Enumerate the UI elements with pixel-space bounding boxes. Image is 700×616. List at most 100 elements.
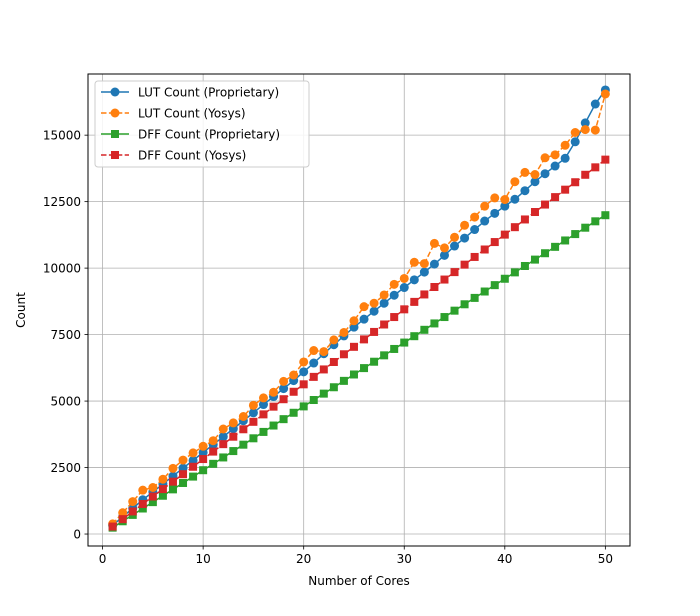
- data-point: [480, 287, 489, 296]
- data-point: [228, 418, 238, 428]
- data-point: [419, 259, 429, 269]
- data-point: [601, 155, 610, 164]
- data-point: [590, 125, 600, 135]
- y-tick-label: 0: [73, 528, 81, 542]
- data-point: [370, 327, 379, 336]
- data-point: [168, 477, 177, 486]
- data-point: [520, 261, 529, 270]
- y-tick-label: 12500: [43, 195, 81, 209]
- data-point: [409, 257, 419, 267]
- data-point: [560, 140, 570, 150]
- data-point: [470, 252, 479, 261]
- data-point: [309, 358, 319, 368]
- legend-label: DFF Count (Yosys): [138, 149, 246, 163]
- data-point: [128, 497, 138, 507]
- data-point: [570, 128, 580, 138]
- x-tick-label: 0: [99, 552, 107, 566]
- data-point: [189, 462, 198, 471]
- data-point: [309, 396, 318, 405]
- data-point: [581, 223, 590, 232]
- data-point: [550, 161, 560, 171]
- data-point: [178, 455, 188, 465]
- data-point: [500, 230, 509, 239]
- data-point: [551, 242, 560, 251]
- data-point: [148, 492, 157, 501]
- data-point: [390, 313, 399, 322]
- y-tick-label: 10000: [43, 262, 81, 276]
- data-point: [450, 268, 459, 277]
- data-point: [530, 208, 539, 217]
- data-point: [238, 411, 248, 421]
- y-axis-label: Count: [14, 292, 28, 328]
- legend-label: LUT Count (Yosys): [138, 107, 246, 121]
- series-3: [108, 211, 610, 532]
- x-axis-label: Number of Cores: [308, 574, 409, 588]
- data-point: [460, 233, 470, 243]
- data-point: [218, 432, 228, 442]
- data-point: [510, 177, 520, 187]
- x-tick-label: 50: [598, 552, 613, 566]
- data-point: [229, 447, 238, 456]
- data-point: [349, 342, 358, 351]
- series-4: [108, 155, 610, 531]
- data-point: [299, 357, 309, 367]
- data-point: [419, 267, 429, 277]
- data-point: [470, 293, 479, 302]
- data-point: [460, 260, 469, 269]
- series-2: [108, 89, 610, 529]
- series-layer: [108, 85, 610, 532]
- legend-entry: LUT Count (Proprietary): [101, 86, 279, 100]
- data-point: [339, 327, 349, 337]
- data-point: [440, 275, 449, 284]
- data-point: [400, 305, 409, 314]
- data-point: [258, 393, 268, 403]
- data-point: [299, 367, 309, 377]
- legend-entry: DFF Count (Yosys): [101, 149, 246, 163]
- legend-label: DFF Count (Proprietary): [138, 128, 280, 142]
- data-point: [600, 89, 610, 99]
- data-point: [269, 387, 279, 397]
- data-point: [148, 482, 158, 492]
- data-point: [369, 298, 379, 308]
- data-point: [269, 402, 278, 411]
- data-point: [138, 499, 147, 508]
- data-point: [550, 150, 560, 160]
- data-point: [138, 504, 147, 513]
- data-point: [289, 370, 299, 380]
- data-point: [520, 167, 530, 177]
- data-point: [460, 300, 469, 309]
- plot-frame: [87, 73, 631, 547]
- data-point: [219, 453, 228, 462]
- data-point: [591, 217, 600, 226]
- data-point: [490, 238, 499, 247]
- data-point: [329, 335, 339, 345]
- data-point: [349, 316, 359, 326]
- data-point: [208, 436, 218, 446]
- data-point: [420, 325, 429, 334]
- legend-box: [94, 80, 310, 168]
- data-point: [299, 402, 308, 411]
- data-point: [490, 208, 500, 218]
- data-point: [299, 380, 308, 389]
- data-point: [390, 344, 399, 353]
- data-point: [158, 491, 167, 500]
- data-point: [158, 474, 168, 484]
- data-point: [148, 498, 157, 507]
- data-point: [269, 421, 278, 430]
- data-point: [490, 193, 500, 203]
- data-point: [541, 200, 550, 209]
- data-point: [249, 434, 258, 443]
- data-point: [520, 215, 529, 224]
- data-point: [370, 357, 379, 366]
- data-point: [450, 232, 460, 242]
- data-point: [108, 522, 117, 531]
- legend-marker: [111, 151, 119, 159]
- data-point: [399, 283, 409, 293]
- data-point: [379, 290, 389, 300]
- data-point: [248, 408, 258, 418]
- data-point: [480, 245, 489, 254]
- data-point: [229, 432, 238, 441]
- data-point: [480, 201, 490, 211]
- data-point: [380, 351, 389, 360]
